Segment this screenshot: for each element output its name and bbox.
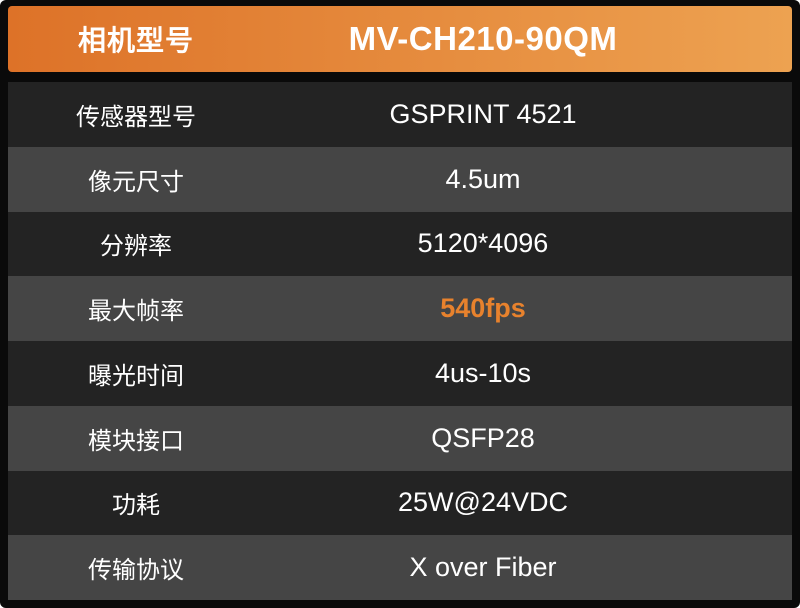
table-row: 曝光时间 4us-10s	[8, 341, 792, 406]
spec-value: QSFP28	[431, 422, 535, 453]
table-row: 传感器型号 GSPRINT 4521	[8, 82, 792, 147]
table-row: 传输协议 X over Fiber	[8, 535, 792, 600]
table-row: 模块接口 QSFP28	[8, 405, 792, 471]
spec-label: 模块接口	[88, 427, 184, 455]
camera-model-header-label: 相机型号	[77, 25, 194, 56]
table-row: 像元尺寸 4.5um	[8, 146, 792, 212]
spec-value: X over Fiber	[409, 552, 557, 583]
spec-value: 540fps	[440, 293, 526, 324]
table-header: 相机型号 MV-CH210-90QM	[8, 6, 792, 72]
spec-label: 功耗	[112, 492, 160, 520]
spec-value: 4us-10s	[434, 357, 532, 388]
spec-label: 传感器型号	[76, 103, 196, 131]
table-row: 最大帧率 540fps	[8, 276, 792, 341]
spec-label: 分辨率	[100, 233, 172, 261]
table-row: 功耗 25W@24VDC	[8, 470, 792, 536]
spec-label: 最大帧率	[88, 298, 184, 326]
spec-value: 5120*4096	[417, 228, 549, 259]
camera-model-name: MV-CH210-90QM	[348, 20, 618, 57]
spec-label: 曝光时间	[88, 362, 184, 390]
table-row: 分辨率 5120*4096	[8, 211, 792, 277]
spec-value: 4.5um	[445, 163, 521, 194]
spec-table-body: 传感器型号 GSPRINT 4521 像元尺寸 4.5um 分辨率 5120*4…	[8, 82, 792, 600]
spec-value: GSPRINT 4521	[389, 98, 577, 129]
spec-label: 像元尺寸	[88, 168, 184, 196]
spec-value: 25W@24VDC	[398, 487, 568, 518]
spec-label: 传输协议	[88, 557, 184, 585]
